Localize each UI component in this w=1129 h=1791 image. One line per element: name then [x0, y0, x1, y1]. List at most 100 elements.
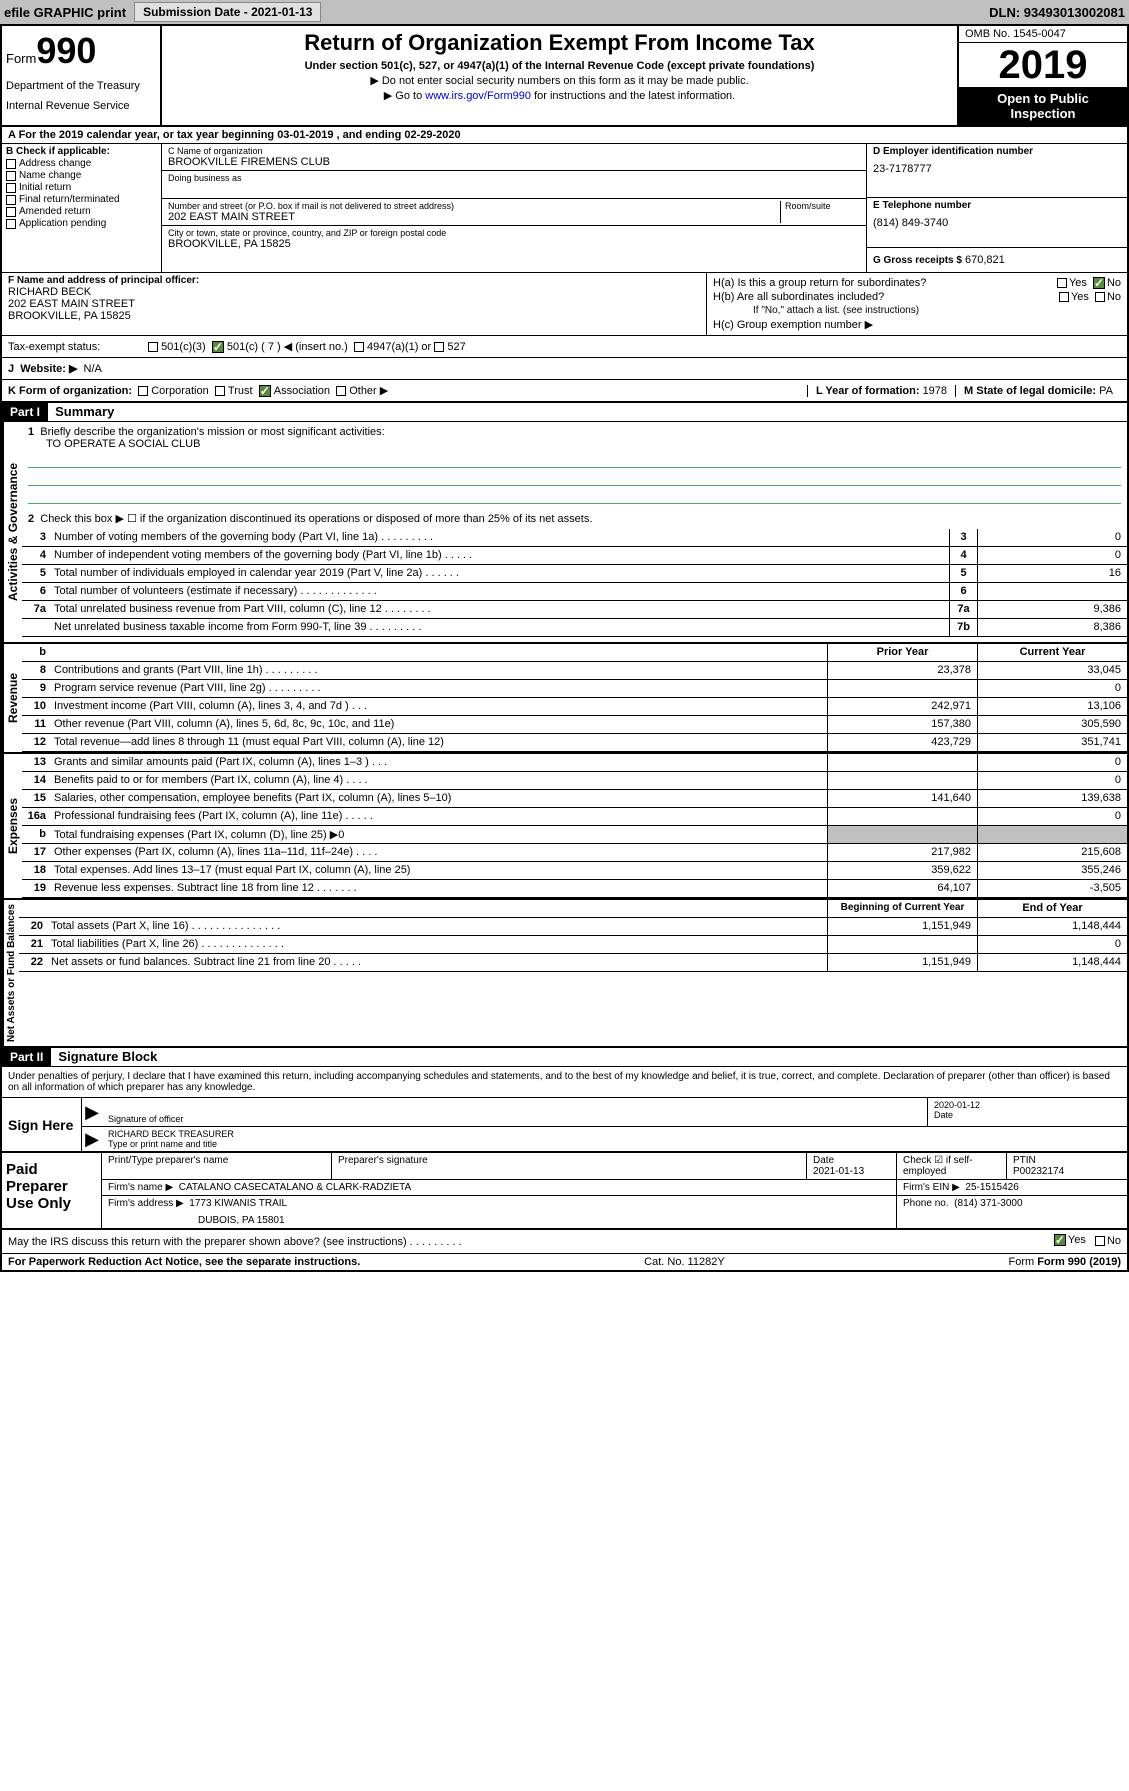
submission-date-button[interactable]: Submission Date - 2021-01-13: [134, 2, 321, 22]
checkbox-501c[interactable]: [212, 341, 224, 353]
current-value: 351,741: [977, 734, 1127, 751]
prior-value: [827, 680, 977, 697]
checkbox-other[interactable]: [336, 386, 346, 396]
label-app-pending: Application pending: [19, 218, 106, 229]
ha-yes-checkbox[interactable]: [1057, 278, 1067, 288]
current-value: 13,106: [977, 698, 1127, 715]
hb-yes-checkbox[interactable]: [1059, 292, 1069, 302]
form-number: 990: [36, 30, 96, 71]
dln-label: DLN: 93493013002081: [989, 5, 1125, 20]
line-text: Professional fundraising fees (Part IX, …: [50, 808, 827, 825]
no-ssn-note: ▶ Do not enter social security numbers o…: [170, 74, 949, 87]
paid-preparer-label: Paid Preparer Use Only: [2, 1153, 102, 1228]
checkbox-app-pending[interactable]: [6, 219, 16, 229]
form990-link[interactable]: www.irs.gov/Form990: [425, 90, 531, 102]
line-num: 22: [19, 954, 47, 971]
line-text: Other expenses (Part IX, column (A), lin…: [50, 844, 827, 861]
line-text: Revenue less expenses. Subtract line 18 …: [50, 880, 827, 897]
checkbox-address-change[interactable]: [6, 159, 16, 169]
discuss-yes-checkbox[interactable]: [1054, 1234, 1066, 1246]
current-value: 0: [977, 772, 1127, 789]
vlabel-expenses: Expenses: [2, 754, 22, 898]
prior-value: [827, 808, 977, 825]
label-4947: 4947(a)(1) or: [367, 341, 431, 353]
checkbox-assoc[interactable]: [259, 385, 271, 397]
line-num: 10: [22, 698, 50, 715]
line-num: 3: [22, 529, 50, 546]
hb-no-checkbox[interactable]: [1095, 292, 1105, 302]
checkbox-4947[interactable]: [354, 342, 364, 352]
summary-expenses: Expenses 13 Grants and similar amounts p…: [2, 752, 1127, 898]
prior-value: 1,151,949: [827, 954, 977, 971]
checkbox-trust[interactable]: [215, 386, 225, 396]
line-text: Grants and similar amounts paid (Part IX…: [50, 754, 827, 771]
prior-value: [827, 754, 977, 771]
discuss-no: No: [1107, 1235, 1121, 1247]
dba-label: Doing business as: [168, 173, 860, 183]
checkbox-501c3[interactable]: [148, 342, 158, 352]
line-value: 16: [977, 565, 1127, 582]
officer-typed-name: RICHARD BECK TREASURER: [108, 1129, 1121, 1139]
col-current-header: Current Year: [977, 644, 1127, 661]
table-row: 5 Total number of individuals employed i…: [22, 565, 1127, 583]
table-row: 4 Number of independent voting members o…: [22, 547, 1127, 565]
part2-title: Signature Block: [54, 1047, 161, 1066]
prior-value: 423,729: [827, 734, 977, 751]
checkbox-name-change[interactable]: [6, 171, 16, 181]
checkbox-amended[interactable]: [6, 207, 16, 217]
vlabel-netassets: Net Assets or Fund Balances: [2, 900, 19, 1046]
discuss-no-checkbox[interactable]: [1095, 1236, 1105, 1246]
ha-no-checkbox[interactable]: [1093, 277, 1105, 289]
q2-text: Check this box ▶ ☐ if the organization d…: [40, 513, 592, 525]
website-value: N/A: [84, 363, 102, 375]
line-num: 19: [22, 880, 50, 897]
checkbox-527[interactable]: [434, 342, 444, 352]
tax-exempt-row: Tax-exempt status: 501(c)(3) 501(c) ( 7 …: [2, 336, 1127, 358]
row-b-marker: b: [22, 644, 50, 661]
sign-here-label: Sign Here: [2, 1098, 82, 1151]
box-h: H(a) Is this a group return for subordin…: [707, 273, 1127, 335]
firm-phone: (814) 371-3000: [954, 1198, 1022, 1209]
table-row: 6 Total number of volunteers (estimate i…: [22, 583, 1127, 601]
website-row: J Website: ▶ N/A: [2, 358, 1127, 380]
sign-here-block: Sign Here ▶ Signature of officer 2020-01…: [2, 1097, 1127, 1151]
line-text: Investment income (Part VIII, column (A)…: [50, 698, 827, 715]
top-bar: efile GRAPHIC print Submission Date - 20…: [0, 0, 1129, 24]
line-value: 0: [977, 547, 1127, 564]
table-row: 8 Contributions and grants (Part VIII, l…: [22, 662, 1127, 680]
box-c: C Name of organization BROOKVILLE FIREME…: [162, 144, 867, 272]
line-box: 7a: [949, 601, 977, 618]
open-to-public: Open to Public Inspection: [959, 87, 1127, 125]
checkbox-final-return[interactable]: [6, 195, 16, 205]
discuss-text: May the IRS discuss this return with the…: [8, 1236, 462, 1248]
prior-value: [827, 772, 977, 789]
street-value: 202 EAST MAIN STREET: [168, 211, 780, 223]
cat-no: Cat. No. 11282Y: [644, 1256, 725, 1268]
checkbox-corp[interactable]: [138, 386, 148, 396]
hb-note: If "No," attach a list. (see instruction…: [713, 305, 1121, 316]
line-num: 20: [19, 918, 47, 935]
officer-city: BROOKVILLE, PA 15825: [8, 310, 700, 322]
label-501c3: 501(c)(3): [161, 341, 206, 353]
k-org-row: K Form of organization: Corporation Trus…: [2, 380, 1127, 403]
table-row: 7a Total unrelated business revenue from…: [22, 601, 1127, 619]
line-num: 7a: [22, 601, 50, 618]
label-501c: 501(c) ( 7 ) ◀ (insert no.): [227, 340, 348, 353]
line-num: 11: [22, 716, 50, 733]
goto-post: for instructions and the latest informat…: [531, 90, 735, 102]
checkbox-initial-return[interactable]: [6, 183, 16, 193]
table-row: 21 Total liabilities (Part X, line 26) .…: [19, 936, 1127, 954]
goto-line: ▶ Go to www.irs.gov/Form990 for instruct…: [170, 89, 949, 102]
m-value: PA: [1099, 385, 1113, 397]
line-text: Total fundraising expenses (Part IX, col…: [50, 826, 827, 843]
hc-label: H(c) Group exemption number ▶: [713, 318, 1121, 331]
col-prior-header: Prior Year: [827, 644, 977, 661]
table-row: 16a Professional fundraising fees (Part …: [22, 808, 1127, 826]
current-value: [977, 826, 1127, 843]
line-value: 8,386: [977, 619, 1127, 636]
line-num: 15: [22, 790, 50, 807]
table-row: 13 Grants and similar amounts paid (Part…: [22, 754, 1127, 772]
line-num: 4: [22, 547, 50, 564]
boxes-bcd: B Check if applicable: Address change Na…: [2, 144, 1127, 273]
prep-date-label: Date: [813, 1155, 890, 1166]
